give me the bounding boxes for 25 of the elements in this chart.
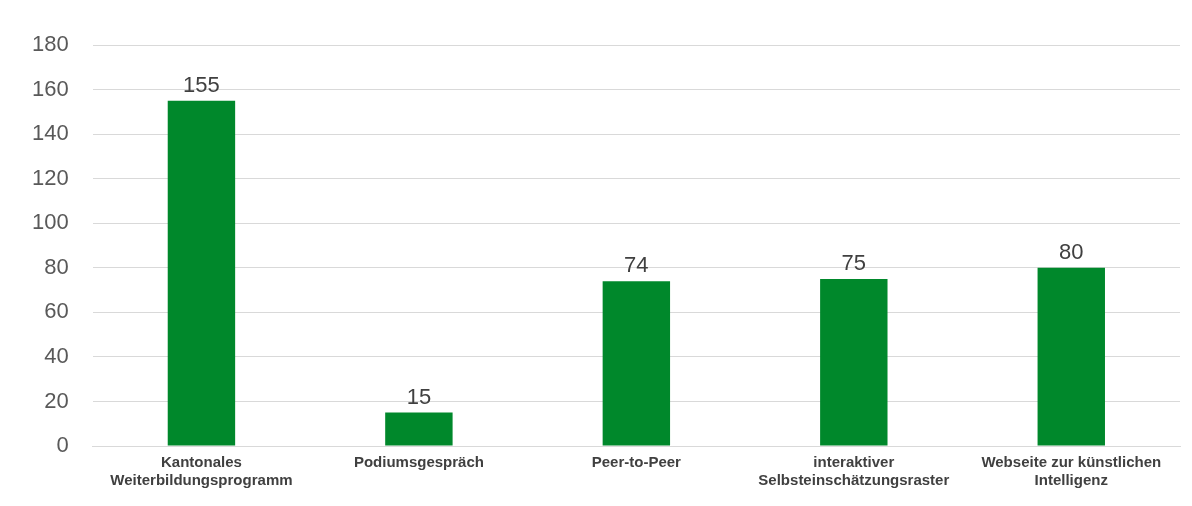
y-tick-label: 120	[31, 164, 69, 190]
y-tick-label: 100	[31, 209, 69, 235]
bar	[1037, 267, 1105, 446]
x-tick-label: Webseite zur künstlichen Intelligenz	[981, 453, 1162, 489]
y-tick-label: 180	[31, 31, 69, 57]
data-label: 155	[183, 71, 220, 97]
bar	[167, 100, 236, 446]
data-label: 15	[406, 383, 432, 409]
x-tick-label: interaktiver Selbsteinschätzungsraster	[758, 453, 950, 489]
y-tick-label: 60	[44, 298, 69, 324]
data-label: 80	[1059, 238, 1084, 264]
y-tick-label: 160	[31, 75, 69, 101]
bar	[820, 279, 888, 446]
y-tick-label: 20	[44, 387, 69, 413]
y-tick-label: 140	[31, 120, 69, 146]
bar	[385, 412, 453, 446]
y-tick-label: 40	[44, 343, 69, 368]
x-tick-label: Peer-to-Peer	[591, 453, 682, 471]
bar	[602, 281, 671, 446]
x-tick-label: Podiumsgespräch	[353, 453, 484, 471]
data-label: 74	[624, 252, 649, 278]
y-tick-label: 0	[56, 432, 69, 458]
data-label: 75	[841, 250, 867, 276]
y-tick-label: 80	[44, 253, 69, 279]
x-tick-label: Kantonales Weiterbildungsprogramm	[110, 453, 293, 489]
